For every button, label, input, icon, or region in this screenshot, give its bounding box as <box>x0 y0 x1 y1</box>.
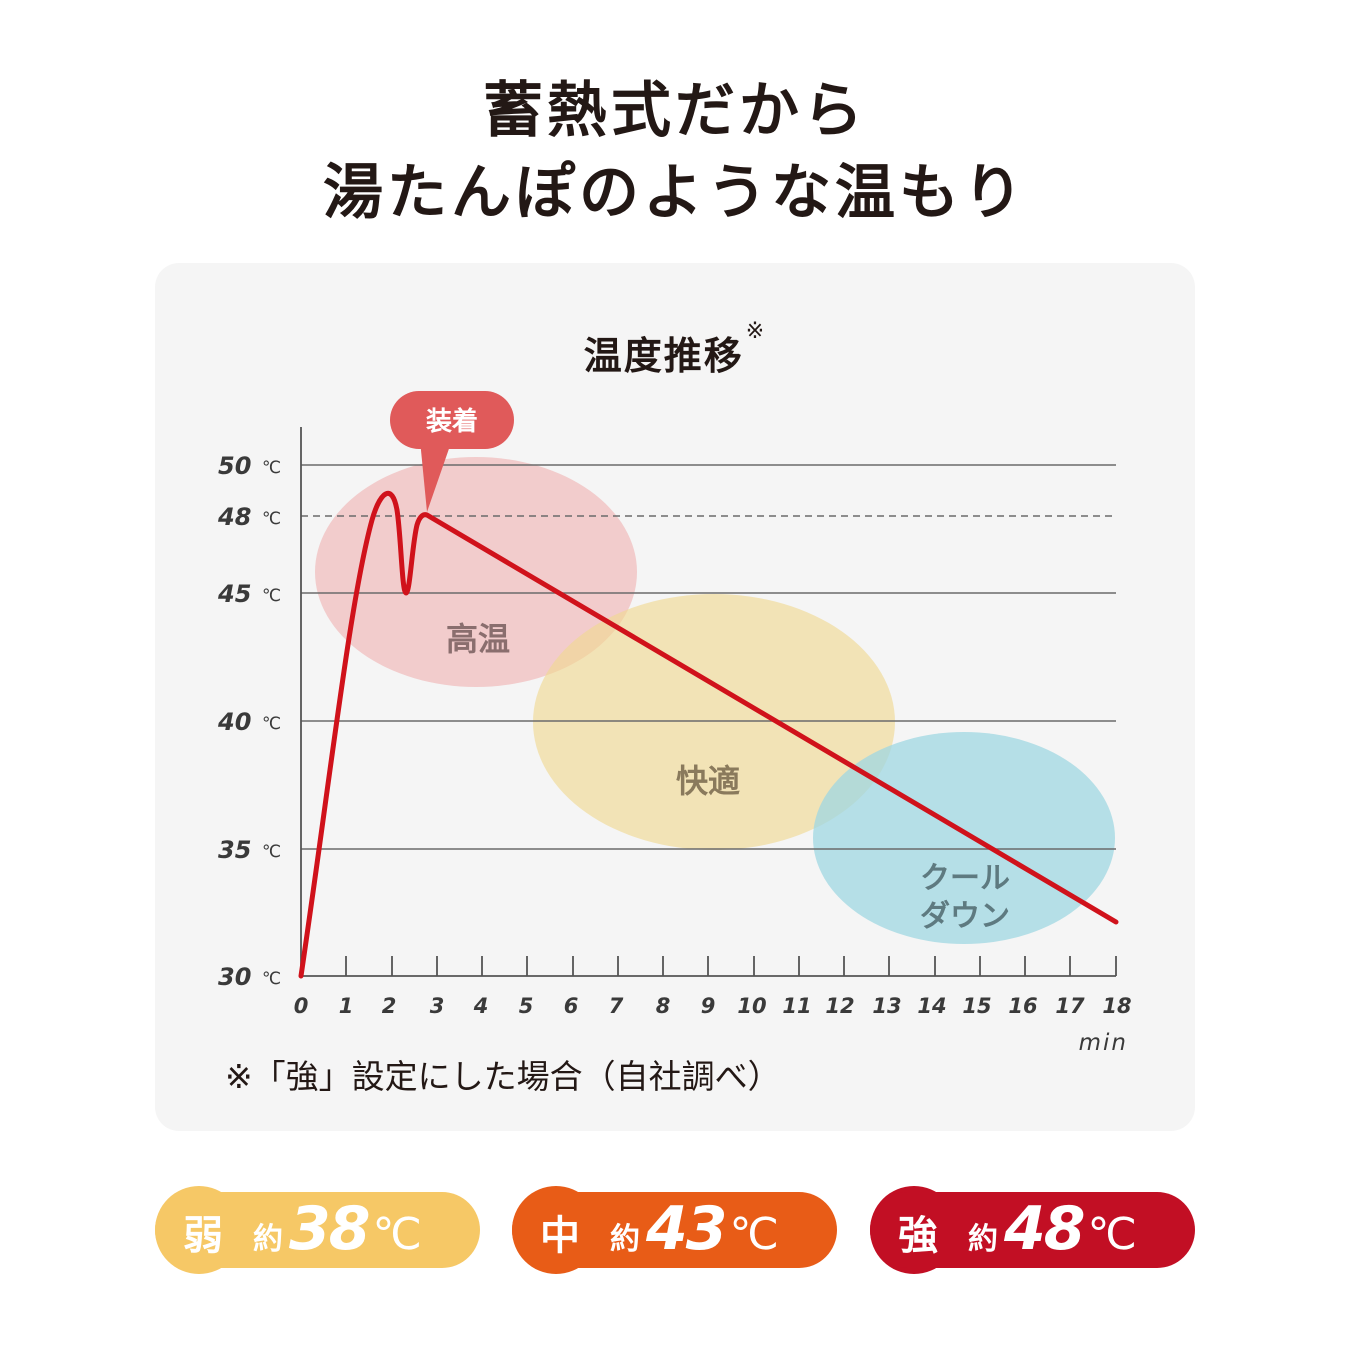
callout-wear: 装着 <box>390 391 514 512</box>
badge-temp: 38 <box>289 1194 370 1264</box>
callout-label: 装着 <box>426 406 478 437</box>
temperature-line <box>298 490 1119 979</box>
svg-text:40: 40 <box>217 708 251 736</box>
svg-text:0: 0 <box>294 994 309 1018</box>
zone-comfort <box>533 594 895 850</box>
svg-text:7: 7 <box>609 994 624 1018</box>
badge-unit: ℃ <box>372 1209 422 1260</box>
x-tick-labels: 0 1 2 3 4 5 6 7 8 9 10 11 12 13 14 15 16… <box>294 994 1132 1018</box>
badge-approx: 約 <box>968 1222 998 1257</box>
badge-temp: 43 <box>646 1194 727 1264</box>
badge-unit: ℃ <box>1087 1209 1137 1260</box>
svg-text:℃: ℃ <box>262 842 281 862</box>
badge-high: 強 約 48 ℃ <box>870 1186 1195 1274</box>
zone-label-cool-2: ダウン <box>920 899 1010 934</box>
svg-text:17: 17 <box>1055 994 1085 1018</box>
svg-text:10: 10 <box>737 994 766 1018</box>
svg-text:℃: ℃ <box>262 969 281 989</box>
chart-footnote: ※「強」設定にした場合（自社調べ） <box>225 1057 781 1096</box>
headline: 蓄熱式だから 湯たんぽのような温もり <box>0 70 1350 234</box>
svg-text:6: 6 <box>564 994 579 1018</box>
badge-level: 強 <box>898 1213 938 1259</box>
badge-low: 弱 約 38 ℃ <box>155 1186 480 1274</box>
svg-text:45: 45 <box>217 580 251 608</box>
svg-text:8: 8 <box>656 994 671 1018</box>
badge-approx: 約 <box>253 1222 283 1257</box>
svg-text:50: 50 <box>218 452 251 480</box>
svg-text:48: 48 <box>217 503 251 531</box>
svg-text:3: 3 <box>430 994 445 1018</box>
headline-line-2: 湯たんぽのような温もり <box>323 158 1027 228</box>
badge-mid: 中 約 43 ℃ <box>512 1186 837 1274</box>
svg-text:35: 35 <box>218 836 251 864</box>
svg-text:℃: ℃ <box>262 509 281 529</box>
svg-text:℃: ℃ <box>262 714 281 734</box>
zone-label-comfort: 快適 <box>676 762 740 800</box>
svg-text:2: 2 <box>382 994 397 1018</box>
zone-label-high: 高温 <box>446 620 510 658</box>
svg-text:18: 18 <box>1102 994 1131 1018</box>
svg-text:℃: ℃ <box>262 458 281 478</box>
badge-unit: ℃ <box>729 1209 779 1260</box>
svg-text:℃: ℃ <box>262 586 281 606</box>
headline-line-1: 蓄熱式だから <box>483 76 867 146</box>
svg-text:1: 1 <box>339 994 354 1018</box>
svg-text:5: 5 <box>519 994 534 1018</box>
svg-text:14: 14 <box>917 994 946 1018</box>
badge-level: 弱 <box>183 1213 223 1259</box>
svg-text:11: 11 <box>782 994 811 1018</box>
chart-title: 温度推移※ <box>583 319 767 378</box>
svg-text:4: 4 <box>473 994 489 1018</box>
svg-text:9: 9 <box>701 994 716 1018</box>
svg-text:16: 16 <box>1008 994 1037 1018</box>
svg-text:12: 12 <box>825 994 854 1018</box>
badge-temp: 48 <box>1004 1194 1085 1264</box>
svg-text:30: 30 <box>218 963 251 991</box>
x-axis-unit: min <box>1079 1030 1128 1056</box>
zone-label-cool-1: クール <box>920 861 1010 896</box>
badge-level: 中 <box>540 1213 580 1259</box>
badge-approx: 約 <box>610 1222 640 1257</box>
y-tick-labels: 50 ℃ 48 ℃ 45 ℃ 40 ℃ 35 ℃ 30 ℃ <box>217 452 281 991</box>
svg-text:15: 15 <box>962 994 991 1018</box>
svg-text:13: 13 <box>872 994 901 1018</box>
x-ticks <box>345 956 1117 976</box>
note-mark: ※ <box>745 319 767 344</box>
